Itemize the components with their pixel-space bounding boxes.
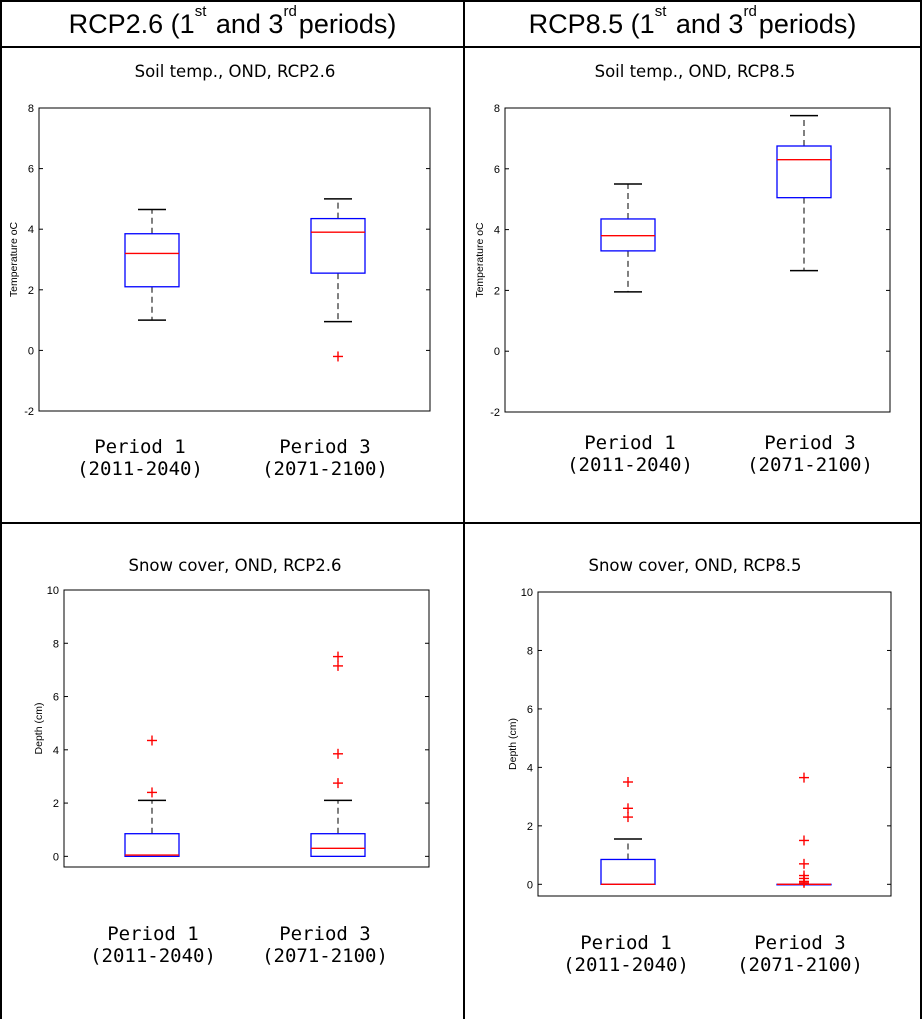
y-tick-label: 0 <box>28 345 34 357</box>
y-tick-label: 10 <box>47 585 59 597</box>
outlier-marker <box>333 351 343 362</box>
x-label-period3-line1: Period 3 <box>764 432 856 454</box>
y-axis-label: Depth (cm) <box>507 718 519 770</box>
table-divider-header <box>0 46 922 48</box>
plot-frame <box>537 591 892 897</box>
x-label-period3-line2: (2071-2100) <box>737 954 863 976</box>
x-label-period1-line2: (2011-2040) <box>77 458 203 480</box>
x-label-period1-line1: Period 1 <box>584 432 676 454</box>
x-label-period1: Period 1 (2011-2040) <box>83 923 223 967</box>
box-iqr <box>310 833 366 857</box>
x-label-period1-line2: (2011-2040) <box>563 954 689 976</box>
y-tick-label: 8 <box>53 638 59 650</box>
table-border-left <box>0 0 2 1019</box>
x-label-period3: Period 3 (2071-2100) <box>725 932 875 976</box>
outlier-marker <box>333 748 343 759</box>
x-label-period3-line2: (2071-2100) <box>262 945 388 967</box>
outlier-marker <box>147 735 157 746</box>
y-axis-label: Temperature oC <box>8 221 20 297</box>
y-tick-label: 4 <box>527 762 533 774</box>
x-label-period3: Period 3 (2071-2100) <box>735 432 885 476</box>
y-tick-label: 6 <box>53 692 59 704</box>
outlier-marker <box>147 787 157 798</box>
header-rcp85-text: RCP8.5 (1st and 3rdperiods) <box>528 2 857 39</box>
header-rcp26-text: RCP2.6 (1st and 3rdperiods) <box>68 2 397 39</box>
y-tick-label: -2 <box>24 406 34 418</box>
y-tick-label: 0 <box>494 346 500 358</box>
y-tick-label: 2 <box>527 821 533 833</box>
y-tick-label: 4 <box>53 745 59 757</box>
y-tick-label: 8 <box>494 103 500 115</box>
y-tick-label: 6 <box>494 164 500 176</box>
x-label-period1-line1: Period 1 <box>580 932 672 954</box>
outlier-marker <box>623 803 633 814</box>
box-iqr <box>600 858 656 885</box>
box-iqr <box>124 833 180 857</box>
chart-title-soil-rcp85: Soil temp., OND, RCP8.5 <box>594 62 796 81</box>
outlier-marker <box>333 660 343 671</box>
outlier-marker <box>799 870 809 881</box>
x-label-period3: Period 3 (2071-2100) <box>250 436 400 480</box>
header-rcp85: RCP8.5 (1st and 3rdperiods) <box>465 2 920 44</box>
x-label-period3: Period 3 (2071-2100) <box>250 923 400 967</box>
y-tick-label: -2 <box>490 407 500 419</box>
chart-title-snow-rcp85: Snow cover, OND, RCP8.5 <box>588 556 802 575</box>
x-label-period1-line2: (2011-2040) <box>567 454 693 476</box>
y-tick-label: 2 <box>53 798 59 810</box>
header-rcp26: RCP2.6 (1st and 3rdperiods) <box>2 2 463 44</box>
x-label-period1-line1: Period 1 <box>94 436 186 458</box>
outlier-marker <box>333 778 343 789</box>
x-label-period3-line1: Period 3 <box>279 436 371 458</box>
y-tick-label: 0 <box>527 879 533 891</box>
y-tick-label: 6 <box>28 164 34 176</box>
x-label-period1: Period 1 (2011-2040) <box>560 432 700 476</box>
table-divider-middle <box>0 522 922 524</box>
y-axis-label: Temperature oC <box>474 222 486 298</box>
plot-frame <box>504 107 891 413</box>
y-tick-label: 8 <box>28 103 34 115</box>
x-label-period1: Period 1 (2011-2040) <box>556 932 696 976</box>
x-label-period3-line2: (2071-2100) <box>262 458 388 480</box>
x-label-period1: Period 1 (2011-2040) <box>70 436 210 480</box>
outlier-marker <box>799 835 809 846</box>
table-divider-vertical <box>463 0 465 1019</box>
y-tick-label: 10 <box>521 587 533 599</box>
y-tick-label: 0 <box>53 851 59 863</box>
y-axis-label: Depth (cm) <box>33 703 45 755</box>
outlier-marker <box>799 772 809 783</box>
y-tick-label: 4 <box>28 224 34 236</box>
plot-frame <box>63 589 430 868</box>
chart-title-snow-rcp26: Snow cover, OND, RCP2.6 <box>128 556 342 575</box>
y-tick-label: 8 <box>527 645 533 657</box>
y-tick-label: 4 <box>494 225 500 237</box>
outlier-marker <box>333 651 343 662</box>
table-border-top <box>0 0 922 2</box>
box-iqr <box>310 217 366 274</box>
table-border-right <box>920 0 922 1019</box>
box-iqr <box>776 145 832 199</box>
y-tick-label: 6 <box>527 704 533 716</box>
box-iqr <box>600 218 656 252</box>
x-label-period3-line1: Period 3 <box>279 923 371 945</box>
box-iqr <box>124 233 180 288</box>
x-label-period1-line2: (2011-2040) <box>90 945 216 967</box>
outlier-marker <box>623 812 633 823</box>
plot-frame <box>38 107 431 412</box>
y-tick-label: 2 <box>28 285 34 297</box>
chart-title-soil-rcp26: Soil temp., OND, RCP2.6 <box>134 62 336 81</box>
outlier-marker <box>799 858 809 869</box>
x-label-period3-line2: (2071-2100) <box>747 454 873 476</box>
y-tick-label: 2 <box>494 285 500 297</box>
x-label-period1-line1: Period 1 <box>107 923 199 945</box>
x-label-period3-line1: Period 3 <box>754 932 846 954</box>
outlier-marker <box>623 777 633 787</box>
